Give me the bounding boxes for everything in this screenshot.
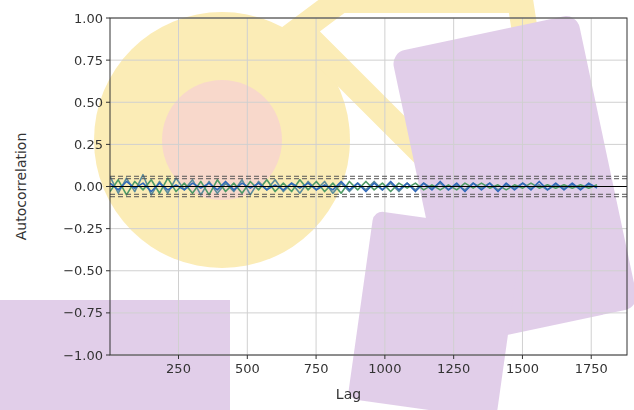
y-tick-label: 0.00 (74, 179, 103, 194)
x-tick (384, 355, 385, 359)
y-tick-label: −0.50 (63, 263, 103, 278)
reference-line (110, 176, 627, 177)
grid-line (110, 186, 627, 187)
grid-line (110, 312, 627, 313)
x-tick-label: 1250 (437, 361, 470, 376)
grid-line (110, 102, 627, 103)
y-tick (106, 312, 110, 313)
x-tick (453, 355, 454, 359)
x-tick (591, 355, 592, 359)
decor-rect (348, 210, 523, 410)
grid-line (110, 228, 627, 229)
reference-line (110, 194, 627, 195)
x-tick-label: 500 (235, 361, 260, 376)
grid-line (110, 270, 627, 271)
x-tick-label: 750 (304, 361, 329, 376)
y-tick-label: 0.25 (74, 137, 103, 152)
reference-line (110, 196, 627, 197)
y-tick-label: 1.00 (74, 11, 103, 26)
y-tick (106, 228, 110, 229)
y-tick-label: −0.25 (63, 221, 103, 236)
reference-line (110, 178, 627, 179)
plot-frame (110, 18, 627, 355)
x-tick-label: 1000 (368, 361, 401, 376)
y-tick-label: 0.75 (74, 53, 103, 68)
y-tick (106, 355, 110, 356)
y-tick (106, 102, 110, 103)
grid-line (110, 144, 627, 145)
y-tick-label: −1.00 (63, 348, 103, 363)
reference-line (110, 186, 627, 187)
y-tick-label: −0.75 (63, 305, 103, 320)
chart: −1.00 −0.75 −0.50 −0.25 0.00 0.25 0.50 0.75 1.00… (0, 0, 634, 410)
y-axis-title: Autocorrelation (13, 133, 29, 241)
y-tick (106, 60, 110, 61)
x-tick (178, 355, 179, 359)
x-tick (316, 355, 317, 359)
x-tick-label: 250 (166, 361, 191, 376)
decoration (0, 0, 634, 410)
x-tick-label: 1500 (506, 361, 539, 376)
acf-line (110, 175, 597, 195)
y-tick-label: 0.50 (74, 95, 103, 110)
x-tick-label: 1750 (575, 361, 608, 376)
grid-line (110, 60, 627, 61)
y-tick (106, 186, 110, 187)
plot-area (110, 175, 627, 197)
y-tick (106, 18, 110, 19)
y-tick (106, 144, 110, 145)
x-axis-title: Lag (336, 386, 361, 402)
y-tick (106, 270, 110, 271)
x-tick (247, 355, 248, 359)
x-tick (522, 355, 523, 359)
